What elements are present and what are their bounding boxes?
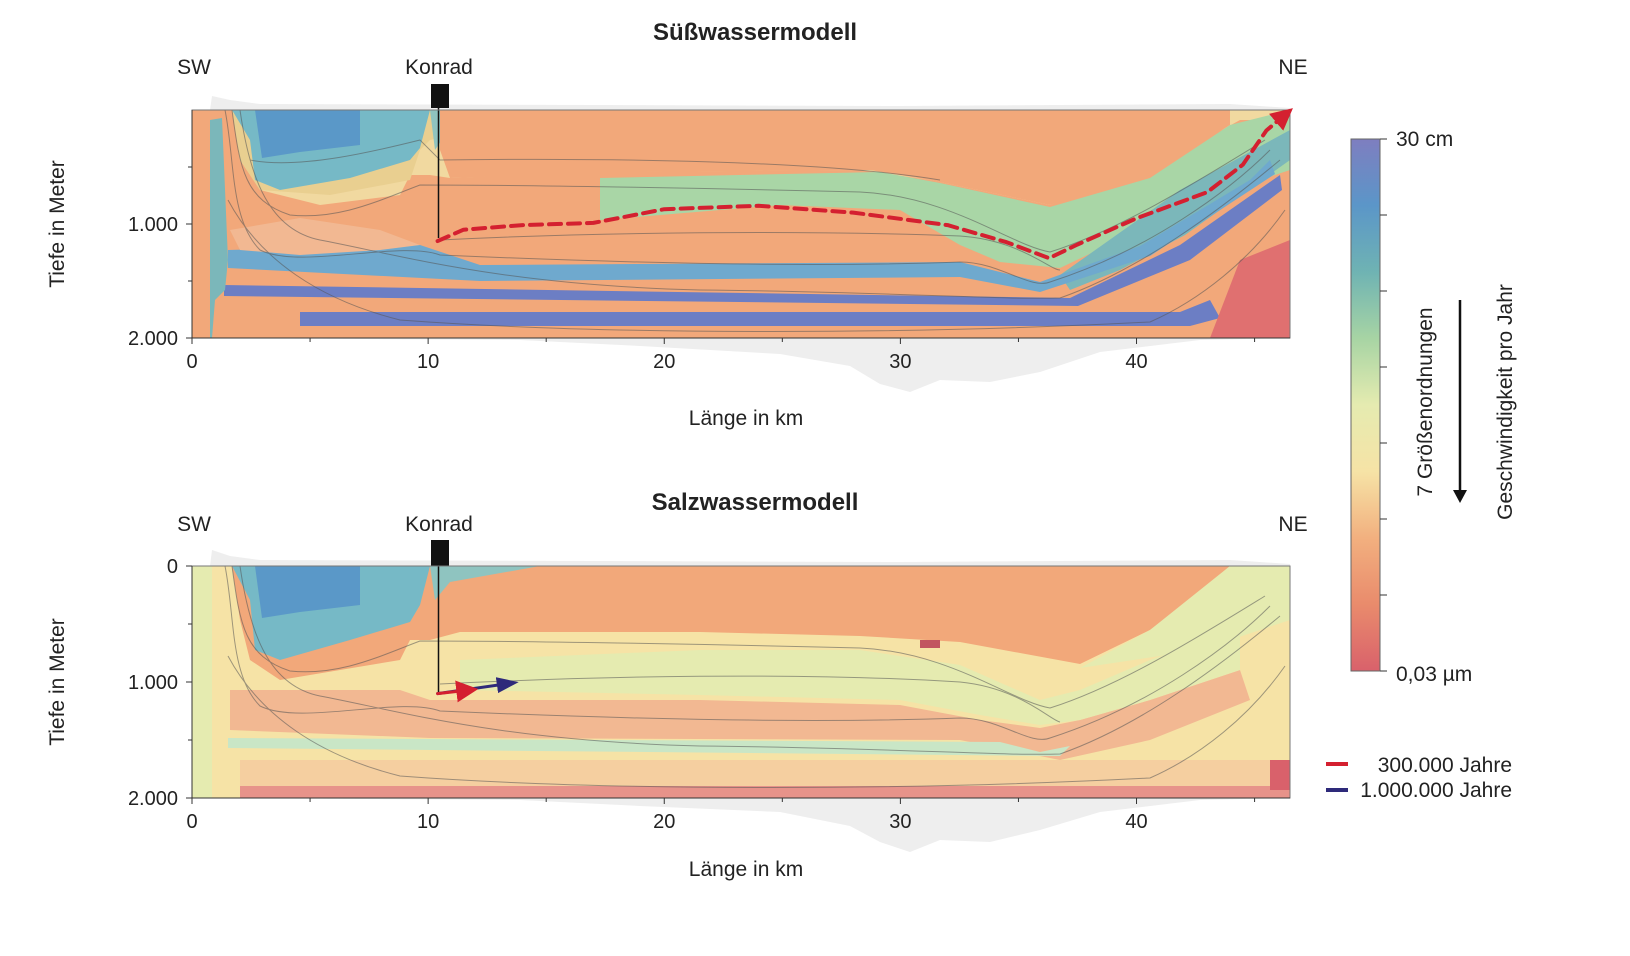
fresh-layer-band1 [228,160,1275,292]
x-tick-label: 10 [417,351,439,373]
panel-salt: Salzwassermodell SW NE Konrad [46,489,1308,881]
legend-item: 1.000.000 Jahre [1326,779,1512,802]
panel-salt-axes: 0 10 20 30 40 0 1.000 2.000 [128,556,1290,833]
panel-fresh-site-marker [431,84,449,108]
x-tick-label: 20 [653,351,675,373]
salt-layer-spot-ne [1270,760,1290,790]
salt-layer-ne-light [1080,566,1290,668]
panel-fresh-site-label: Konrad [405,56,473,79]
fresh-layer-orange-mid [230,218,420,255]
x-tick-label: 10 [417,811,439,833]
panel-salt-ne-label: NE [1278,513,1307,536]
legend-label-1m: 1.000.000 Jahre [1360,779,1512,802]
colorbar-gradient [1350,138,1381,672]
legend: 300.000 Jahre 1.000.000 Jahre [1326,754,1512,802]
salt-layer-shallow-deep [255,566,360,618]
fresh-layer-left-edge [192,110,210,338]
fresh-layer-shallow-deep [255,110,360,158]
fresh-layer-orange-top [440,110,1230,205]
fresh-layer-teal-ne [1060,130,1290,290]
colorbar-max-label: 30 cm [1396,128,1453,151]
panel-salt-xlabel: Länge in km [689,858,803,881]
panel-fresh-contours [224,109,1286,333]
panel-fresh-axes: 0 10 20 30 40 1.000 2.000 [128,110,1290,373]
panel-salt-sw-label: SW [177,513,211,536]
panel-salt-site-label: Konrad [405,513,473,536]
salt-layer-orange-mid [230,670,1250,760]
panel-fresh-title: Süßwassermodell [653,19,857,46]
flow-path-0 [435,108,1293,261]
panel-fresh-paths [435,108,1293,261]
x-tick-label: 0 [186,811,197,833]
panel-fresh-sw-label: SW [177,56,211,79]
salt-layer-orange-top [232,566,1230,680]
x-tick-label: 40 [1125,351,1147,373]
legend-label-300k: 300.000 Jahre [1378,754,1512,777]
x-tick-label: 20 [653,811,675,833]
x-tick-label: 30 [889,351,911,373]
y-tick-label: 1.000 [128,672,178,694]
x-tick-label: 30 [889,811,911,833]
fresh-layer-left-teal [210,118,228,338]
fresh-layer-red-ne [1210,240,1290,338]
y-tick-label: 2.000 [128,788,178,810]
salt-layer-shallow2 [430,566,540,600]
panel-salt-title: Salzwassermodell [652,489,859,516]
panel-fresh-ne-label: NE [1278,56,1307,79]
y-tick-label: 1.000 [128,214,178,236]
y-tick-label: 0 [167,556,178,578]
colorbar-title: Geschwindigkeit pro Jahr [1494,284,1517,520]
x-tick-label: 40 [1125,811,1147,833]
x-tick-label: 0 [186,351,197,373]
panel-fresh-xlabel: Länge in km [689,407,803,430]
colorbar: 30 cm 0,03 µm 7 Größenordnungen Geschwin… [1350,128,1517,686]
colorbar-side-label: 7 Größenordnungen [1414,307,1437,496]
salt-layer-spot [920,640,940,648]
fresh-layer-band3 [300,300,1220,326]
flow-path-0 [436,680,479,703]
panel-salt-site-marker [431,540,449,566]
salt-layer-left-edge [192,566,212,798]
panel-fresh: Süßwassermodell SW NE Konrad [46,19,1308,430]
panel-salt-heatmap [192,566,1290,798]
panel-salt-contours [224,565,1286,789]
legend-item: 300.000 Jahre [1326,754,1512,777]
salt-layer-deep-red [240,786,1290,798]
y-tick-label: 2.000 [128,328,178,350]
panel-salt-paths [436,677,519,703]
colorbar-min-label: 0,03 µm [1396,663,1472,686]
colorbar-direction-arrow-head [1453,490,1467,503]
colorbar-ticks [1380,138,1387,672]
panel-salt-ylabel: Tiefe in Meter [46,618,69,746]
panel-fresh-heatmap [192,110,1290,338]
panel-fresh-ylabel: Tiefe in Meter [46,160,69,288]
salt-layer-band [228,738,1070,756]
fresh-layer-band2 [224,175,1282,306]
